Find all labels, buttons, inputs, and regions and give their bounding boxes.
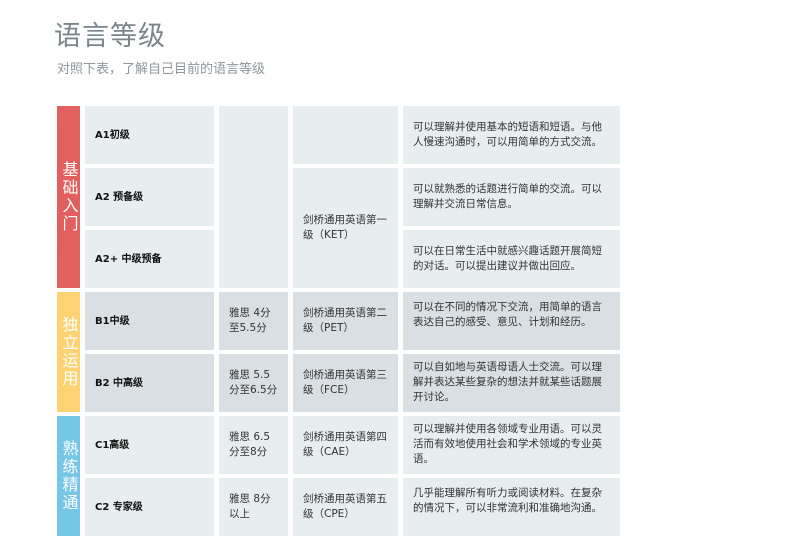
description-cell: 可以自如地与英语母语人士交流。可以理解并表达某些复杂的想法并就某些话题展开讨论。 xyxy=(403,354,620,412)
cambridge-cell: 剑桥通用英语第一级（KET） xyxy=(293,168,398,288)
level-cell: B1中级 xyxy=(85,292,214,350)
description-cell: 几乎能理解所有听力或阅读材料。在复杂的情况下，可以非常流利和准确地沟通。 xyxy=(403,478,620,536)
ielts-cell xyxy=(219,106,288,288)
cambridge-cell: 剑桥通用英语第三级（FCE） xyxy=(293,354,398,412)
page-subtitle: 对照下表，了解自己目前的语言等级 xyxy=(57,62,266,77)
cambridge-cell: 剑桥通用英语第四级（CAE） xyxy=(293,416,398,474)
band-independent: 独立运用 xyxy=(57,292,80,412)
level-cell: A2+ 中级预备 xyxy=(85,230,214,288)
cambridge-cell: 剑桥通用英语第五级（CPE） xyxy=(293,478,398,536)
description-cell: 可以在日常生活中就感兴趣话题开展简短的对话。可以提出建议并做出回应。 xyxy=(403,230,620,288)
level-cell: C1高级 xyxy=(85,416,214,474)
ielts-cell: 雅思 6.5 分至8分 xyxy=(219,416,288,474)
level-cell: A2 预备级 xyxy=(85,168,214,226)
ielts-cell: 雅思 4分至5.5分 xyxy=(219,292,288,350)
ielts-cell: 雅思 8分以上 xyxy=(219,478,288,536)
band-basic: 基础入门 xyxy=(57,106,80,288)
description-cell: 可以理解并使用各领域专业用语。可以灵活而有效地使用社会和学术领域的专业英语。 xyxy=(403,416,620,474)
ielts-cell: 雅思 5.5分至6.5分 xyxy=(219,354,288,412)
cambridge-cell xyxy=(293,106,398,164)
level-cell: A1初级 xyxy=(85,106,214,164)
page-title: 语言等级 xyxy=(54,21,166,52)
description-cell: 可以就熟悉的话题进行简单的交流。可以理解并交流日常信息。 xyxy=(403,168,620,226)
band-proficient: 熟练精通 xyxy=(57,416,80,536)
level-cell: C2 专家级 xyxy=(85,478,214,536)
cambridge-cell: 剑桥通用英语第二级（PET） xyxy=(293,292,398,350)
description-cell: 可以在不同的情况下交流，用简单的语言表达自己的感受、意见、计划和经历。 xyxy=(403,292,620,350)
description-cell: 可以理解并使用基本的短语和短语。与他人慢速沟通时，可以用简单的方式交流。 xyxy=(403,106,620,164)
language-level-table: 基础入门 独立运用 熟练精通 A1初级 可以理解并使用基本的短语和短语。与他人慢… xyxy=(57,106,620,536)
level-cell: B2 中高级 xyxy=(85,354,214,412)
